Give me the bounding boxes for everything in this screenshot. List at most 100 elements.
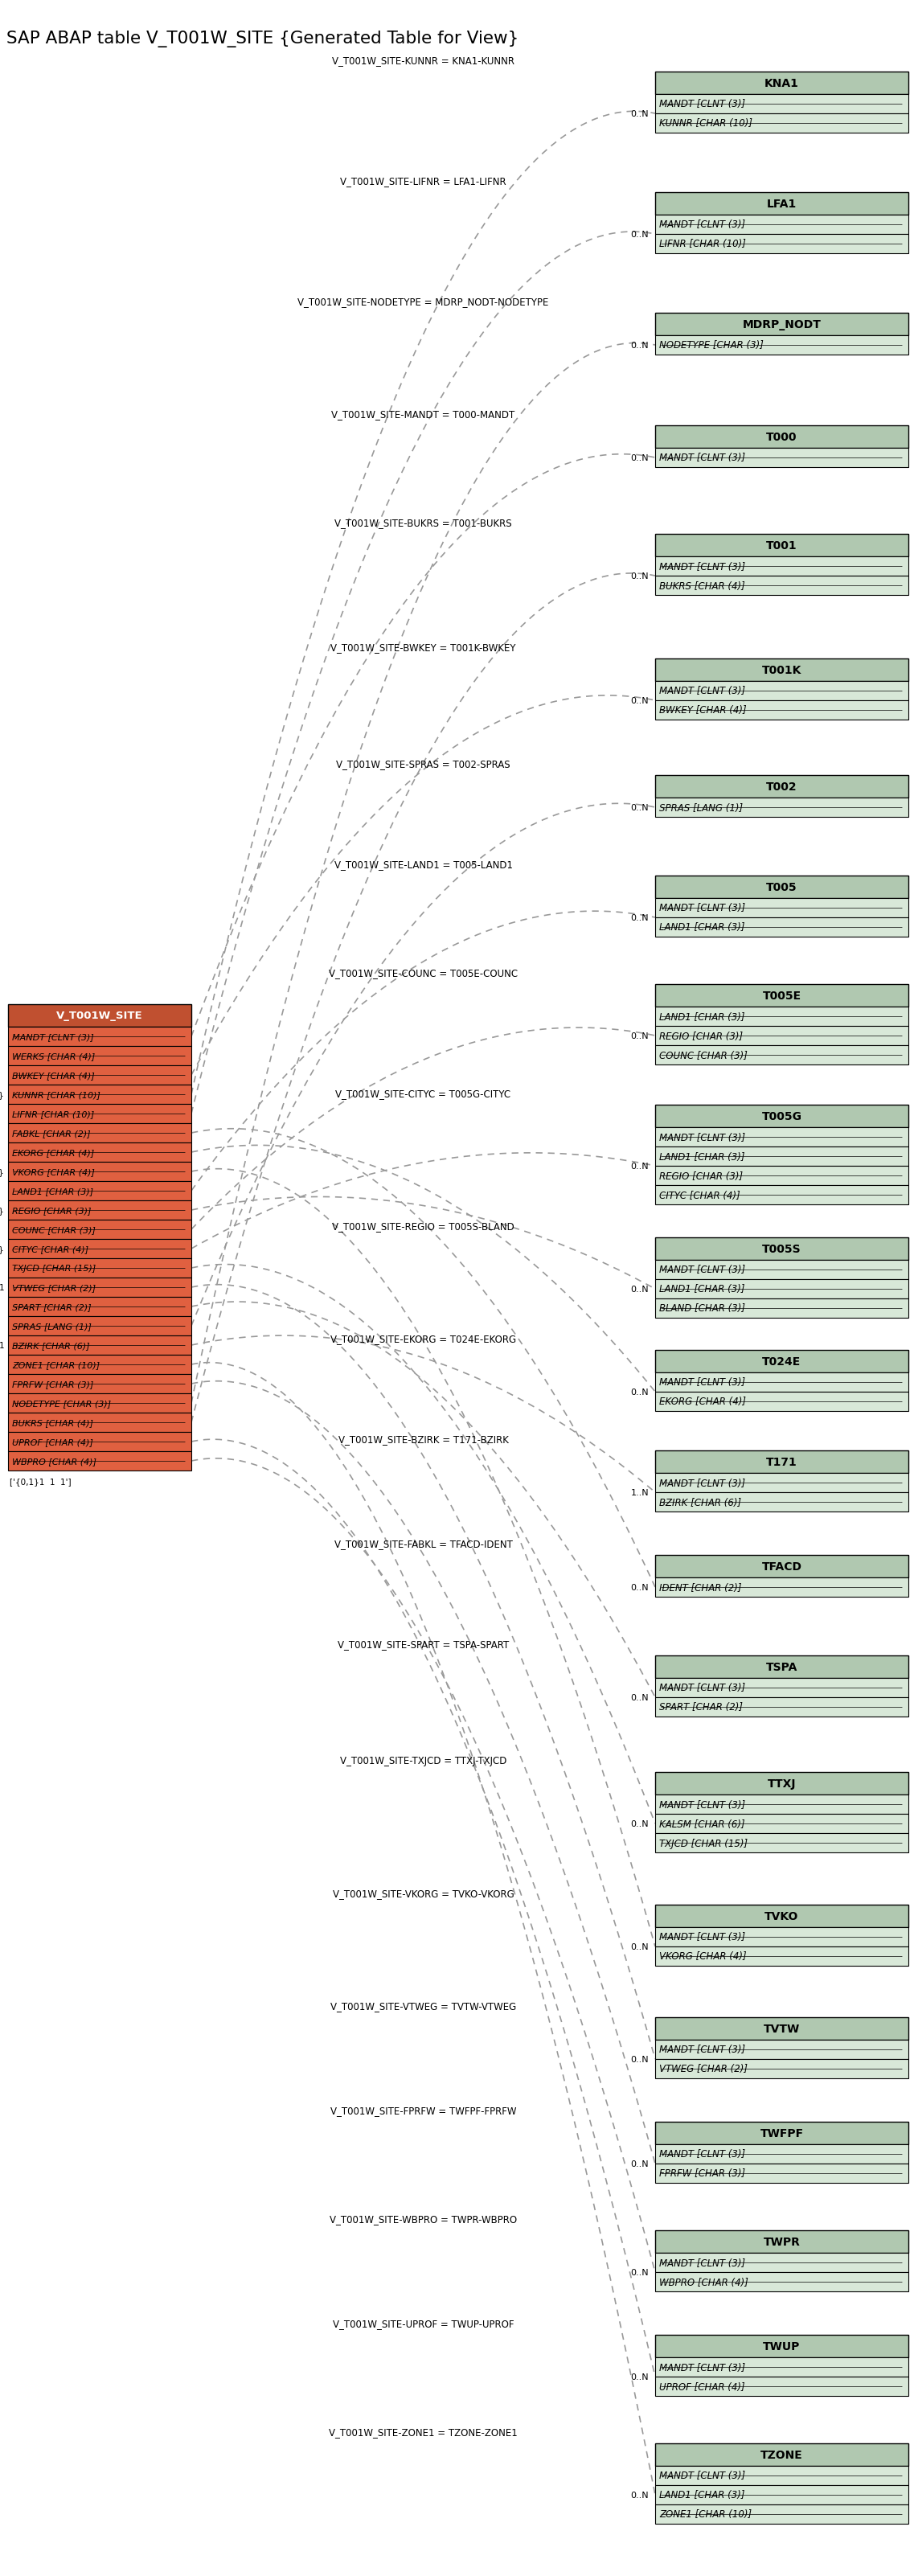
Text: COUNC [CHAR (3)]: COUNC [CHAR (3)] xyxy=(12,1226,96,1234)
Text: LAND1 [CHAR (3)]: LAND1 [CHAR (3)] xyxy=(659,2488,745,2501)
Bar xyxy=(655,72,909,95)
Text: TXJCD [CHAR (15)]: TXJCD [CHAR (15)] xyxy=(659,1837,748,1847)
Bar xyxy=(655,216,909,234)
Text: 0..N: 0..N xyxy=(631,804,649,811)
Text: V_T001W_SITE-MANDT = T000-MANDT: V_T001W_SITE-MANDT = T000-MANDT xyxy=(332,410,515,420)
Text: LAND1 [CHAR (3)]: LAND1 [CHAR (3)] xyxy=(659,1012,745,1023)
Bar xyxy=(655,1795,909,1814)
Text: SPRAS [LANG (1)]: SPRAS [LANG (1)] xyxy=(659,804,743,814)
Text: MDRP_NODT: MDRP_NODT xyxy=(742,319,821,330)
Text: T005G: T005G xyxy=(761,1110,802,1123)
Text: LAND1 [CHAR (3)]: LAND1 [CHAR (3)] xyxy=(659,922,745,933)
Text: LAND1 [CHAR (3)]: LAND1 [CHAR (3)] xyxy=(659,1151,745,1162)
Bar xyxy=(655,1450,909,1473)
Text: 0..N: 0..N xyxy=(631,1584,649,1592)
Text: 0..N: 0..N xyxy=(631,2159,649,2166)
Text: MANDT [CLNT (3)]: MANDT [CLNT (3)] xyxy=(659,1479,745,1489)
Bar xyxy=(655,577,909,595)
Bar xyxy=(655,1298,909,1319)
Text: EKORG [CHAR (4)]: EKORG [CHAR (4)] xyxy=(12,1149,94,1157)
Bar xyxy=(655,876,909,899)
Bar xyxy=(655,2231,909,2254)
Text: 0..N: 0..N xyxy=(631,453,649,461)
Bar xyxy=(655,448,909,469)
Bar xyxy=(655,2357,909,2378)
Bar xyxy=(655,1577,909,1597)
Text: MANDT [CLNT (3)]: MANDT [CLNT (3)] xyxy=(659,1932,745,1942)
Bar xyxy=(655,1698,909,1716)
Text: ZONE1 [CHAR (10)]: ZONE1 [CHAR (10)] xyxy=(659,2509,751,2519)
Text: SPART [CHAR (2)]: SPART [CHAR (2)] xyxy=(659,1703,743,1713)
Text: V_T001W_SITE-WBPRO = TWPR-WBPRO: V_T001W_SITE-WBPRO = TWPR-WBPRO xyxy=(330,2213,517,2223)
Text: V_T001W_SITE-KUNNR = KNA1-KUNNR: V_T001W_SITE-KUNNR = KNA1-KUNNR xyxy=(332,57,515,67)
Bar xyxy=(655,1677,909,1698)
Bar xyxy=(8,1316,191,1337)
Text: FPRFW [CHAR (3)]: FPRFW [CHAR (3)] xyxy=(12,1381,93,1388)
Bar xyxy=(655,1927,909,1947)
Text: 0..N: 0..N xyxy=(631,698,649,706)
Bar xyxy=(655,533,909,556)
Text: V_T001W_SITE-BWKEY = T001K-BWKEY: V_T001W_SITE-BWKEY = T001K-BWKEY xyxy=(331,641,515,652)
Bar xyxy=(655,1167,909,1185)
Bar xyxy=(8,1200,191,1221)
Text: TSPA: TSPA xyxy=(766,1662,798,1672)
Text: T001K: T001K xyxy=(762,665,802,675)
Text: V_T001W_SITE-TXJCD = TTXJ-TXJCD: V_T001W_SITE-TXJCD = TTXJ-TXJCD xyxy=(340,1754,506,1765)
Bar xyxy=(655,2058,909,2079)
Text: ['{0,1}1  1  1']: ['{0,1}1 1 1'] xyxy=(10,1476,71,1486)
Text: FABKL [CHAR (2)]: FABKL [CHAR (2)] xyxy=(12,1128,90,1136)
Text: V_T001W_SITE-BZIRK = T171-BZIRK: V_T001W_SITE-BZIRK = T171-BZIRK xyxy=(338,1435,508,1445)
Text: MANDT [CLNT (3)]: MANDT [CLNT (3)] xyxy=(659,562,745,572)
Bar xyxy=(8,1162,191,1182)
Bar xyxy=(655,1280,909,1298)
Text: SPRAS [LANG (1)]: SPRAS [LANG (1)] xyxy=(12,1321,91,1329)
Text: MANDT [CLNT (3)]: MANDT [CLNT (3)] xyxy=(659,100,745,111)
Text: FPRFW [CHAR (3)]: FPRFW [CHAR (3)] xyxy=(659,2169,745,2179)
Bar xyxy=(8,1278,191,1298)
Bar xyxy=(8,1046,191,1066)
Text: COUNC [CHAR (3)]: COUNC [CHAR (3)] xyxy=(659,1051,748,1061)
Bar xyxy=(655,1128,909,1146)
Text: CITYC [CHAR (4)]: CITYC [CHAR (4)] xyxy=(659,1190,740,1200)
Text: MANDT [CLNT (3)]: MANDT [CLNT (3)] xyxy=(659,2257,745,2267)
Text: 0..N: 0..N xyxy=(631,1162,649,1170)
Text: 0..N: 0..N xyxy=(631,343,649,350)
Bar xyxy=(8,1066,191,1084)
Text: MANDT [CLNT (3)]: MANDT [CLNT (3)] xyxy=(659,2470,745,2481)
Text: 0..N: 0..N xyxy=(631,1033,649,1041)
Bar xyxy=(655,917,909,938)
Text: 0..N: 0..N xyxy=(631,2056,649,2063)
Text: TFACD: TFACD xyxy=(761,1561,802,1571)
Text: MANDT [CLNT (3)]: MANDT [CLNT (3)] xyxy=(659,2362,745,2372)
Text: NODETYPE [CHAR (3)]: NODETYPE [CHAR (3)] xyxy=(12,1399,111,1406)
Text: 0..N: 0..N xyxy=(631,111,649,118)
Bar xyxy=(655,701,909,721)
Bar xyxy=(8,1432,191,1450)
Bar xyxy=(655,1025,909,1046)
Text: SAP ABAP table V_T001W_SITE {Generated Table for View}: SAP ABAP table V_T001W_SITE {Generated T… xyxy=(6,31,519,46)
Bar xyxy=(8,1376,191,1394)
Bar xyxy=(655,193,909,216)
Bar xyxy=(8,1221,191,1239)
Text: V_T001W_SITE-VTWEG = TVTW-VTWEG: V_T001W_SITE-VTWEG = TVTW-VTWEG xyxy=(330,2002,516,2012)
Text: KUNNR [CHAR (10)]: KUNNR [CHAR (10)] xyxy=(659,118,752,129)
Bar xyxy=(655,1046,909,1064)
Bar xyxy=(655,2445,909,2465)
Text: 1..N: 1..N xyxy=(631,1489,649,1497)
Bar xyxy=(655,2465,909,2486)
Bar xyxy=(8,1028,191,1046)
Bar xyxy=(655,335,909,355)
Text: MANDT [CLNT (3)]: MANDT [CLNT (3)] xyxy=(659,685,745,696)
Bar xyxy=(655,1350,909,1373)
Bar xyxy=(8,1005,191,1028)
Bar xyxy=(8,1260,191,1278)
Text: V_T001W_SITE-LAND1 = T005-LAND1: V_T001W_SITE-LAND1 = T005-LAND1 xyxy=(334,860,513,871)
Text: TWPR: TWPR xyxy=(763,2236,800,2246)
Bar xyxy=(8,1298,191,1316)
Text: T005: T005 xyxy=(766,881,797,894)
Text: WBPRO [CHAR (4)]: WBPRO [CHAR (4)] xyxy=(12,1458,97,1466)
Text: V_T001W_SITE-VKORG = TVKO-VKORG: V_T001W_SITE-VKORG = TVKO-VKORG xyxy=(333,1888,514,1899)
Text: BUKRS [CHAR (4)]: BUKRS [CHAR (4)] xyxy=(659,580,745,590)
Text: LAND1 [CHAR (3)]: LAND1 [CHAR (3)] xyxy=(659,1283,745,1293)
Text: 1: 1 xyxy=(0,1342,4,1350)
